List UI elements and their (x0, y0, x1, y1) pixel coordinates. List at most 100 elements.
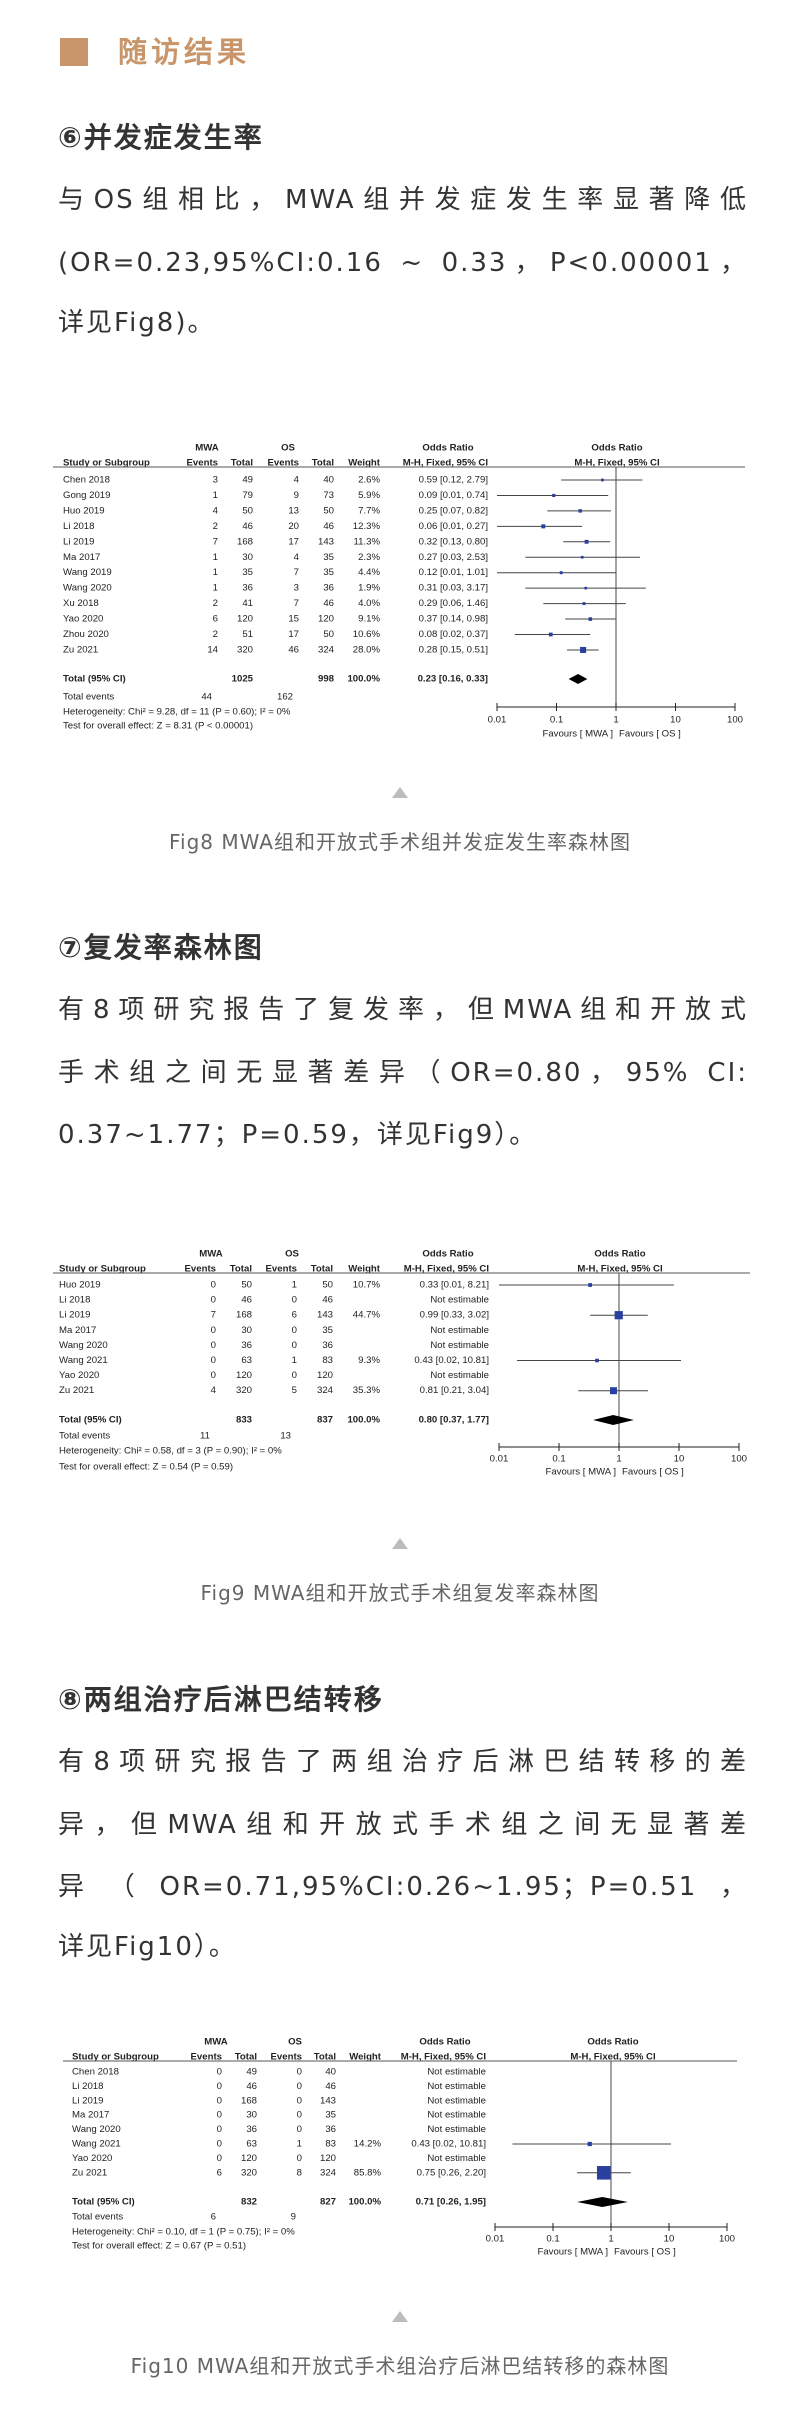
study-column-header: Study or Subgroup (63, 458, 150, 469)
mwa-events: 0 (217, 2067, 222, 2078)
mwa-events: 4 (213, 505, 219, 516)
os-events: 1 (292, 1355, 297, 1366)
odds-ratio-header: Odds Ratio (422, 1249, 473, 1260)
os-events: 3 (294, 583, 299, 594)
study-odds-ratio: 0.43 [0.02, 10.81] (414, 1355, 489, 1366)
study-odds-ratio: 0.29 [0.06, 1.46] (419, 598, 488, 609)
os-total-events: 162 (277, 692, 293, 703)
os-total: 35 (323, 552, 334, 563)
odds-ratio-header: Odds Ratio (419, 2037, 470, 2048)
x-tick-label: 10 (670, 715, 681, 726)
os-events-header: Events (271, 2052, 302, 2063)
mwa-events: 0 (211, 1280, 216, 1291)
study-name: Ma 2017 (63, 552, 100, 563)
or-method-header: M-H, Fixed, 95% CI (404, 1264, 490, 1275)
mwa-total: 30 (242, 552, 253, 563)
or-method-header: M-H, Fixed, 95% CI (401, 2052, 487, 2063)
study-weight: 4.4% (358, 567, 380, 578)
paragraph-line: 异（OR=0.71,95%CI:0.26~1.95；P=0.51， (58, 1872, 748, 1902)
study-name: Wang 2020 (59, 1340, 108, 1351)
paragraph-line: 详见Fig10）。 (58, 1932, 237, 1962)
study-odds-ratio: 0.43 [0.02, 10.81] (411, 2139, 486, 2150)
x-tick-label: 1 (608, 2234, 613, 2245)
mwa-events: 0 (217, 2139, 222, 2150)
os-total-events: 9 (291, 2212, 296, 2223)
os-events: 7 (294, 598, 299, 609)
plot-or-method-header: M-H, Fixed, 95% CI (570, 2052, 656, 2063)
os-total: 120 (320, 2153, 336, 2164)
os-total: 46 (323, 598, 334, 609)
mwa-events-header: Events (187, 458, 218, 469)
mwa-total-events: 11 (200, 1431, 210, 1442)
mwa-events: 7 (211, 1310, 216, 1321)
os-events: 7 (294, 567, 299, 578)
total-weight: 100.0% (348, 2197, 381, 2208)
study-name: Chen 2018 (63, 475, 110, 486)
plot-or-method-header: M-H, Fixed, 95% CI (577, 1264, 663, 1275)
x-tick-label: 0.1 (546, 2234, 559, 2245)
mwa-events: 0 (217, 2095, 222, 2106)
study-weight: 9.3% (358, 1355, 380, 1366)
or-method-header: M-H, Fixed, 95% CI (403, 458, 489, 469)
total-label: Total (95% CI) (59, 1415, 122, 1426)
study-marker (548, 632, 553, 637)
os-total: 40 (323, 475, 334, 486)
os-events: 13 (288, 505, 299, 516)
os-total: 46 (325, 2081, 336, 2092)
os-events: 9 (294, 490, 299, 501)
mwa-total: 49 (242, 475, 253, 486)
study-weight: 85.8% (354, 2167, 382, 2178)
os-total: 73 (323, 490, 334, 501)
study-weight: 5.9% (358, 490, 380, 501)
mwa-total-header: Total (235, 2052, 257, 2063)
mwa-events: 0 (211, 1325, 216, 1336)
study-odds-ratio: 0.81 [0.21, 3.04] (420, 1385, 489, 1396)
os-events: 46 (288, 644, 299, 655)
mwa-total-events: 44 (201, 692, 212, 703)
os-events: 5 (292, 1385, 297, 1396)
study-name: Wang 2021 (72, 2139, 121, 2150)
study-name: Xu 2018 (63, 598, 99, 609)
study-odds-ratio: 0.09 [0.01, 0.74] (419, 490, 488, 501)
os-total: 120 (318, 614, 334, 625)
os-events: 0 (292, 1370, 297, 1381)
figure-caption-fig10: Fig10 MWA组和开放式手术组治疗后淋巴结转移的森林图 (130, 2354, 670, 2378)
total-events-label: Total events (63, 692, 114, 703)
mwa-events: 3 (213, 475, 218, 486)
mwa-events: 0 (211, 1295, 216, 1306)
mwa-total-sum: 1025 (232, 674, 254, 685)
study-weight: 10.6% (353, 629, 381, 640)
study-odds-ratio: 0.06 [0.01, 0.27] (419, 521, 488, 532)
study-name: Huo 2019 (59, 1280, 101, 1291)
os-events: 1 (292, 1280, 297, 1291)
mwa-events: 1 (213, 583, 218, 594)
os-events: 6 (292, 1310, 297, 1321)
study-name: Li 2018 (59, 1295, 90, 1306)
study-name: Chen 2018 (72, 2067, 119, 2078)
mwa-total: 79 (242, 490, 253, 501)
study-marker (578, 509, 582, 513)
study-odds-ratio: 0.33 [0.01, 8.21] (420, 1280, 489, 1291)
study-name: Yao 2020 (72, 2153, 112, 2164)
study-odds-ratio: 0.25 [0.07, 0.82] (419, 505, 488, 516)
study-weight: 2.6% (358, 475, 380, 486)
mwa-events: 14 (207, 644, 218, 655)
study-name: Gong 2019 (63, 490, 110, 501)
os-total: 324 (320, 2167, 337, 2178)
mwa-total: 320 (237, 644, 253, 655)
study-marker (610, 1387, 618, 1395)
x-tick-label: 10 (664, 2234, 675, 2245)
study-marker (600, 478, 604, 482)
mwa-total: 36 (241, 1340, 252, 1351)
heading-recurrence-rate: ⑦复发率森林图 (58, 931, 264, 964)
paragraph-line: (OR=0.23,95%CI:0.16 ~ 0.33，P<0.00001， (58, 248, 748, 278)
mwa-total: 168 (241, 2095, 257, 2106)
study-marker (595, 1358, 599, 1363)
os-total: 46 (323, 521, 334, 532)
study-name: Li 2019 (72, 2095, 103, 2106)
paragraph-line: 有8项研究报告了复发率，但MWA组和开放式 (58, 995, 748, 1025)
mwa-total: 50 (242, 505, 253, 516)
os-total: 50 (323, 505, 334, 516)
heading-complication-rate: ⑥并发症发生率 (58, 121, 264, 154)
